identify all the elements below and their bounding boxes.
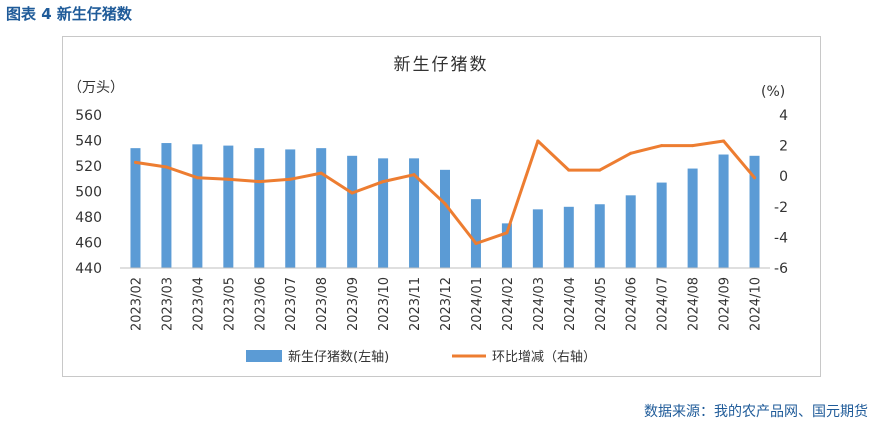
line-point: [350, 191, 354, 195]
line-point: [753, 176, 757, 180]
bar: [192, 144, 203, 268]
left-tick-label: 520: [75, 159, 102, 175]
x-tick-label: 2023/02: [129, 277, 144, 331]
bar: [254, 148, 265, 268]
x-tick-label: 2023/06: [253, 277, 268, 331]
line-point: [412, 173, 416, 177]
line-point: [195, 176, 199, 180]
axes: 440 460 480 500 520 540 560 -6 -4 -2 0 2 4 2023/02 202…: [75, 108, 788, 331]
x-tick-label: 2023/03: [160, 277, 175, 331]
right-tick-label: -4: [774, 230, 788, 246]
right-tick-label: 4: [779, 108, 788, 124]
bar: [470, 199, 481, 268]
bar: [130, 148, 141, 268]
x-tick-label: 2023/10: [377, 277, 392, 331]
bar: [718, 154, 729, 268]
left-tick-label: 460: [75, 236, 102, 252]
legend-label-line: 环比增减（右轴）: [492, 350, 596, 365]
bar: [285, 149, 296, 268]
x-tick-label: 2023/08: [315, 277, 330, 331]
chart-title: 新生仔猪数: [394, 55, 489, 75]
x-tick-label: 2024/05: [594, 277, 609, 331]
x-tick-label: 2024/08: [687, 277, 702, 331]
line-point: [722, 139, 726, 143]
bar: [409, 158, 420, 268]
x-tick-label: 2023/04: [191, 277, 206, 331]
line-point: [691, 144, 695, 148]
line-point: [598, 168, 602, 172]
left-tick-label: 480: [75, 210, 102, 226]
x-tick-label: 2024/04: [563, 277, 578, 331]
line-point: [567, 168, 571, 172]
bar: [501, 223, 512, 268]
right-axis-unit: (%): [761, 84, 785, 100]
right-tick-label: -2: [774, 200, 788, 216]
right-tick-label: 0: [779, 169, 788, 185]
line-point: [164, 165, 168, 169]
x-tick-label: 2023/12: [439, 277, 454, 331]
left-tick-label: 560: [75, 108, 102, 124]
bar: [347, 155, 358, 268]
left-axis-unit: （万头）: [68, 80, 124, 96]
x-tick-label: 2024/06: [625, 277, 640, 331]
bar: [656, 182, 667, 268]
bar: [563, 206, 574, 268]
line-point: [133, 160, 137, 164]
line-point: [257, 180, 261, 184]
line-point: [381, 180, 385, 184]
legend-label-bars: 新生仔猪数(左轴): [288, 349, 389, 365]
data-source: 数据来源：我的农产品网、国元期货: [644, 404, 868, 420]
bar: [687, 168, 698, 268]
line-point: [536, 139, 540, 143]
line-point: [629, 151, 633, 155]
x-tick-label: 2024/03: [532, 277, 547, 331]
line-point: [288, 177, 292, 181]
legend: 新生仔猪数(左轴) 环比增减（右轴）: [246, 349, 596, 365]
bar: [378, 158, 389, 268]
x-tick-label: 2024/09: [718, 277, 733, 331]
x-tick-label: 2023/07: [284, 277, 299, 331]
line-point: [319, 171, 323, 175]
line-point: [505, 231, 509, 235]
x-tick-label: 2024/01: [470, 277, 485, 331]
line-series: [133, 139, 757, 246]
x-tick-label: 2024/10: [749, 277, 764, 331]
x-tick-label: 2023/11: [408, 277, 423, 331]
right-tick-label: -6: [774, 261, 788, 277]
left-tick-label: 440: [75, 261, 102, 277]
bar: [625, 195, 636, 268]
bar: [532, 209, 543, 268]
right-tick-label: 2: [779, 139, 788, 155]
bar: [440, 169, 450, 268]
bar: [223, 145, 234, 268]
x-tick-label: 2023/09: [346, 277, 361, 331]
line-point: [226, 177, 230, 181]
line-point: [474, 242, 478, 246]
legend-swatch-bars: [246, 350, 282, 362]
x-tick-label: 2024/07: [656, 277, 671, 331]
line-point: [443, 202, 447, 206]
bar: [749, 155, 760, 268]
x-tick-label: 2023/05: [222, 277, 237, 331]
bar: [316, 148, 327, 268]
figure-label: 图表 4 新生仔猪数: [6, 5, 132, 23]
left-tick-label: 500: [75, 185, 102, 201]
bar: [161, 143, 172, 268]
left-tick-label: 540: [75, 134, 102, 150]
bar: [594, 204, 605, 268]
bar-series: [130, 143, 760, 268]
line-point: [660, 144, 664, 148]
x-tick-label: 2024/02: [501, 277, 516, 331]
